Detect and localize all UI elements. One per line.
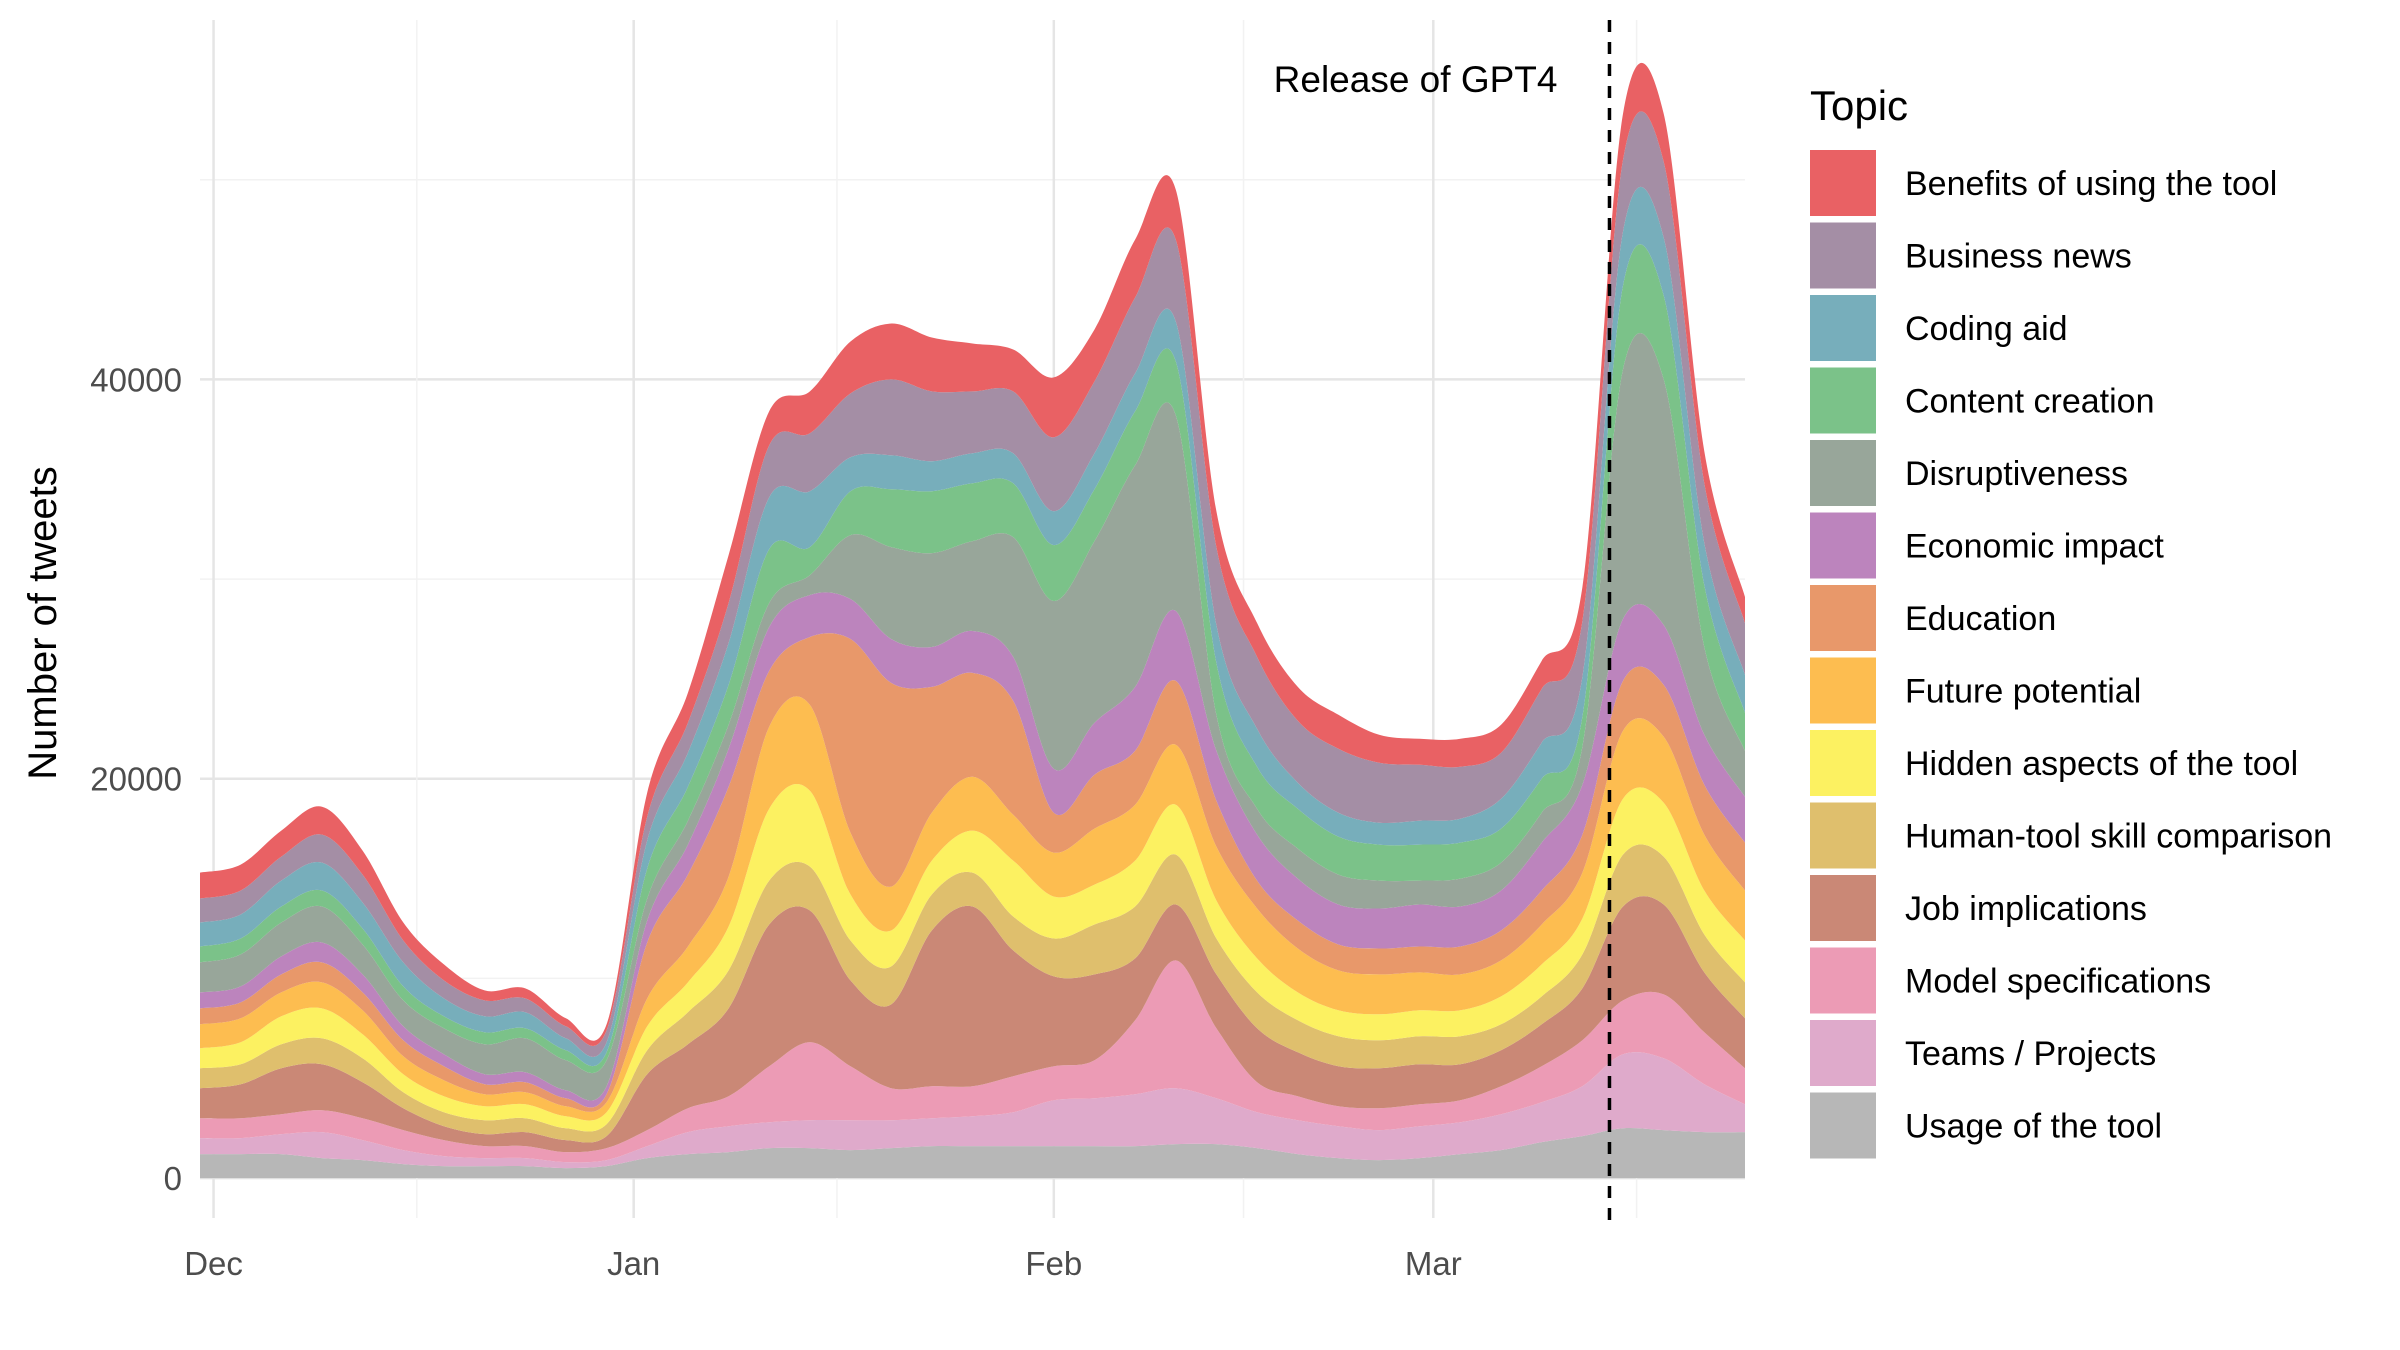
legend-label-hidden-aspects-of-the-tool: Hidden aspects of the tool	[1905, 745, 2298, 783]
area-series-content-creation	[200, 244, 1745, 1074]
area-series-hidden-aspects-of-the-tool	[200, 783, 1745, 1132]
legend-label-content-creation: Content creation	[1905, 383, 2155, 421]
area-series-teams-projects	[200, 1052, 1745, 1169]
area-series-job-implications	[200, 896, 1745, 1153]
legend-title: Topic	[1810, 82, 1908, 129]
legend-label-teams-projects: Teams / Projects	[1905, 1035, 2156, 1073]
legend-swatch-teams-projects	[1810, 1020, 1876, 1086]
legend-label-business-news: Business news	[1905, 238, 2132, 276]
legend-swatch-business-news	[1810, 222, 1876, 289]
legend: Topic Benefits of using the tool Business…	[1810, 82, 2332, 1159]
area-series-education	[200, 633, 1745, 1112]
area-series-group	[200, 62, 1745, 1179]
area-series-human-tool-skill-comparison	[200, 844, 1745, 1143]
area-series-model-specifications	[200, 960, 1745, 1163]
x-axis-ticks: Dec Jan Feb Mar	[184, 1245, 1462, 1282]
legend-label-education: Education	[1905, 600, 2056, 638]
legend-swatch-hidden-aspects-of-the-tool	[1810, 730, 1876, 796]
legend-swatch-content-creation	[1810, 367, 1876, 434]
x-tick-label: Jan	[607, 1245, 660, 1282]
x-tick-label: Feb	[1025, 1245, 1082, 1282]
legend-label-future-potential: Future potential	[1905, 673, 2141, 711]
legend-swatch-disruptiveness	[1810, 440, 1876, 506]
y-axis-ticks: 0 20000 40000	[90, 361, 182, 1197]
area-series-future-potential	[200, 696, 1745, 1121]
y-tick-label: 0	[164, 1160, 182, 1197]
x-tick-label: Mar	[1405, 1245, 1462, 1282]
y-tick-label: 40000	[90, 361, 182, 398]
legend-swatch-coding-aid	[1810, 295, 1876, 361]
legend-label-economic-impact: Economic impact	[1905, 528, 2164, 566]
legend-label-benefits-of-using-the-tool: Benefits of using the tool	[1905, 165, 2277, 203]
legend-swatch-education	[1810, 585, 1876, 651]
gpt4-release-annotation: Release of GPT4	[1274, 59, 1558, 100]
legend-swatch-human-tool-skill-comparison	[1810, 802, 1876, 869]
legend-label-model-specifications: Model specifications	[1905, 963, 2211, 1001]
legend-label-coding-aid: Coding aid	[1905, 310, 2068, 348]
legend-swatch-usage-of-the-tool	[1810, 1092, 1876, 1159]
legend-label-usage-of-the-tool: Usage of the tool	[1905, 1108, 2162, 1146]
legend-swatch-job-implications	[1810, 875, 1876, 941]
y-tick-label: 20000	[90, 761, 182, 798]
legend-swatch-economic-impact	[1810, 512, 1876, 579]
legend-swatch-model-specifications	[1810, 947, 1876, 1014]
legend-label-human-tool-skill-comparison: Human-tool skill comparison	[1905, 818, 2332, 856]
y-axis-title: Number of tweets	[21, 466, 65, 779]
legend-label-disruptiveness: Disruptiveness	[1905, 455, 2128, 493]
legend-label-job-implications: Job implications	[1905, 890, 2147, 928]
area-series-usage-of-the-tool	[200, 1127, 1745, 1179]
x-tick-label: Dec	[184, 1245, 243, 1282]
legend-swatch-benefits-of-using-the-tool	[1810, 150, 1876, 216]
legend-swatch-future-potential	[1810, 657, 1876, 724]
